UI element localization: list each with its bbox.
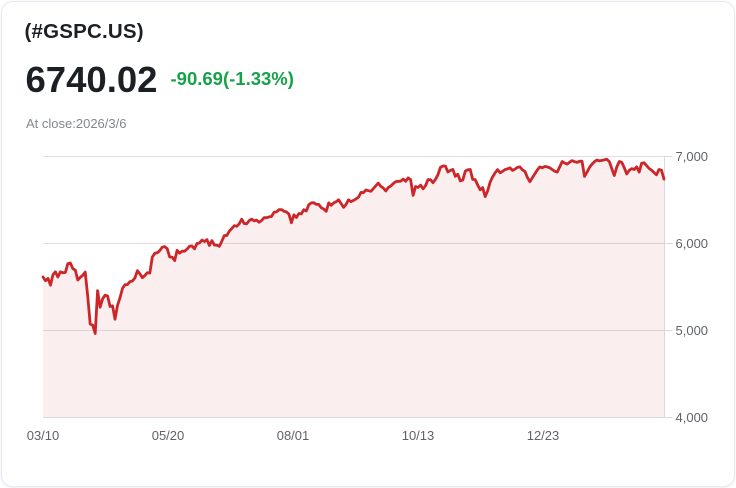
svg-text:4,000: 4,000 xyxy=(676,410,709,425)
svg-text:12/23: 12/23 xyxy=(527,428,560,443)
svg-text:08/01: 08/01 xyxy=(277,428,310,443)
svg-text:10/13: 10/13 xyxy=(402,428,435,443)
svg-text:7,000: 7,000 xyxy=(676,149,709,164)
svg-text:6,000: 6,000 xyxy=(676,236,709,251)
svg-text:5,000: 5,000 xyxy=(676,323,709,338)
svg-text:03/10: 03/10 xyxy=(27,428,60,443)
svg-text:05/20: 05/20 xyxy=(152,428,185,443)
